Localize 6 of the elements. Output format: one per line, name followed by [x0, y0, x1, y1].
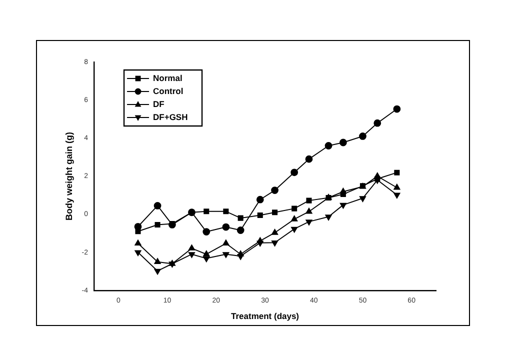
- legend-label: DF+GSH: [153, 112, 188, 122]
- legend-label: Normal: [153, 72, 182, 83]
- x-axis-title: Treatment (days): [230, 311, 300, 322]
- legend-label: Control: [153, 86, 184, 96]
- y-axis-title: Body weight gain (g): [64, 132, 74, 220]
- legend-label: DF: [153, 98, 164, 109]
